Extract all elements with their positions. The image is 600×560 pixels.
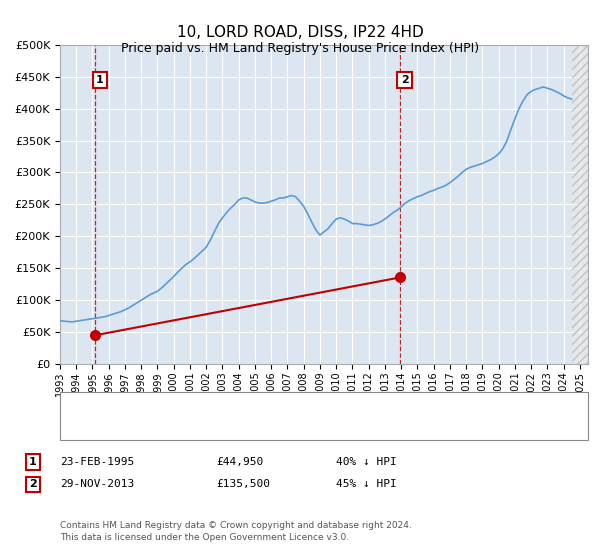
Text: Contains HM Land Registry data © Crown copyright and database right 2024.: Contains HM Land Registry data © Crown c… (60, 521, 412, 530)
Text: 45% ↓ HPI: 45% ↓ HPI (336, 479, 397, 489)
Text: This data is licensed under the Open Government Licence v3.0.: This data is licensed under the Open Gov… (60, 533, 349, 542)
Text: 40% ↓ HPI: 40% ↓ HPI (336, 457, 397, 467)
Text: 10, LORD ROAD, DISS, IP22 4HD: 10, LORD ROAD, DISS, IP22 4HD (176, 25, 424, 40)
Text: 23-FEB-1995: 23-FEB-1995 (60, 457, 134, 467)
Text: 10, LORD ROAD, DISS, IP22 4HD (detached house): 10, LORD ROAD, DISS, IP22 4HD (detached … (108, 400, 389, 410)
Text: 2: 2 (29, 479, 37, 489)
Text: Price paid vs. HM Land Registry's House Price Index (HPI): Price paid vs. HM Land Registry's House … (121, 42, 479, 55)
Text: 2: 2 (401, 75, 409, 85)
Text: £44,950: £44,950 (216, 457, 263, 467)
Text: 29-NOV-2013: 29-NOV-2013 (60, 479, 134, 489)
Text: 1: 1 (29, 457, 37, 467)
Bar (572, 45, 588, 364)
Text: 1: 1 (96, 75, 104, 85)
Text: HPI: Average price, detached house, South Norfolk: HPI: Average price, detached house, Sout… (108, 421, 391, 431)
Text: £135,500: £135,500 (216, 479, 270, 489)
